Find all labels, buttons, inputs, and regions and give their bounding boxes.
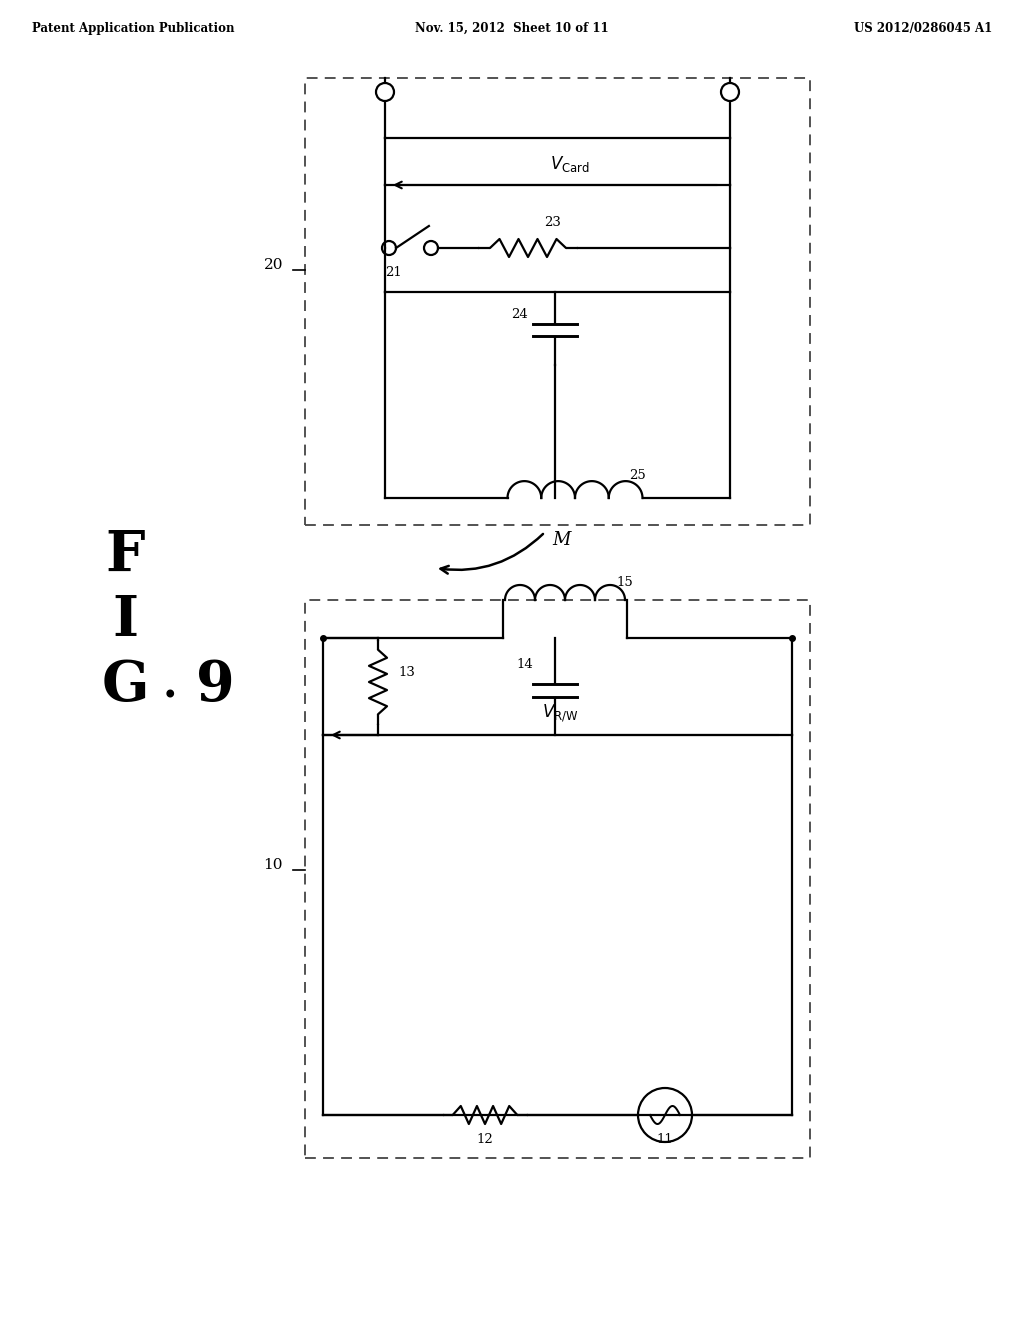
Text: G: G: [101, 657, 148, 713]
Text: 10: 10: [263, 858, 283, 873]
Text: Patent Application Publication: Patent Application Publication: [32, 22, 234, 36]
Text: 13: 13: [398, 665, 415, 678]
Text: 21: 21: [386, 267, 402, 279]
Text: F: F: [105, 528, 144, 582]
Bar: [305, 601, 810, 1158]
Text: Nov. 15, 2012  Sheet 10 of 11: Nov. 15, 2012 Sheet 10 of 11: [415, 22, 609, 36]
Bar: [305, 78, 810, 525]
Text: 12: 12: [476, 1133, 494, 1146]
Text: 23: 23: [545, 215, 561, 228]
Text: 25: 25: [629, 470, 645, 483]
Text: 11: 11: [656, 1133, 674, 1146]
Text: 14: 14: [517, 659, 534, 672]
Text: .: .: [163, 664, 177, 706]
Text: $V_\mathrm{R/W}$: $V_\mathrm{R/W}$: [542, 702, 579, 723]
Text: $V_\mathrm{Card}$: $V_\mathrm{Card}$: [550, 154, 590, 174]
Text: 15: 15: [616, 576, 634, 589]
Text: US 2012/0286045 A1: US 2012/0286045 A1: [854, 22, 992, 36]
Text: 9: 9: [196, 657, 234, 713]
Text: 20: 20: [263, 257, 283, 272]
Text: I: I: [112, 593, 138, 648]
Text: 24: 24: [512, 309, 528, 322]
Text: M: M: [552, 531, 570, 549]
